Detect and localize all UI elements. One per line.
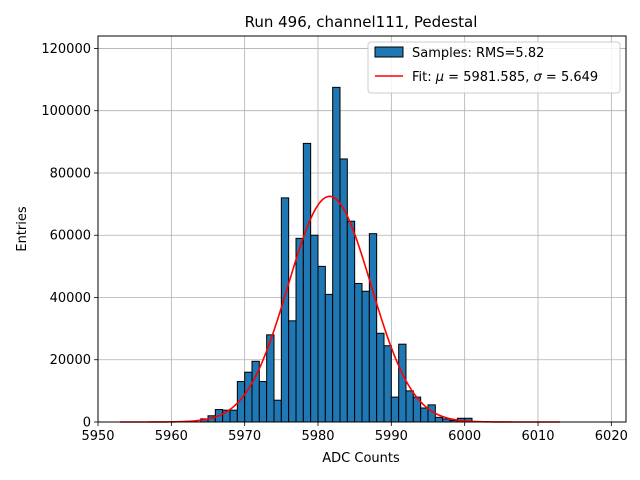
histogram-bar (317, 265, 326, 423)
legend-fit-label: Fit: μ = 5981.585, σ = 5.649 (412, 70, 598, 85)
x-tick-label: 5960 (155, 429, 188, 444)
y-tick-label: 100000 (41, 104, 91, 119)
y-tick-label: 40000 (50, 291, 91, 306)
histogram-bar (420, 407, 429, 423)
x-tick-label: 6020 (595, 429, 628, 444)
y-axis-ticks: 0 20000 40000 60000 80000 100000 120000 (41, 42, 98, 431)
histogram-bar (324, 293, 334, 423)
plot-frame (97, 35, 627, 423)
x-axis-ticks: 5950 5960 5970 5980 5990 6000 6010 6020 (81, 422, 628, 444)
x-tick-label: 5990 (375, 429, 408, 444)
histogram-bar (361, 290, 370, 423)
x-tick-label: 5980 (301, 429, 334, 444)
histogram-bar (383, 345, 392, 423)
legend-fit-mu-value: 5981.585 (463, 70, 525, 85)
legend-fit-eq2: = (542, 70, 561, 85)
legend-histogram-swatch (374, 46, 404, 58)
legend-fit-sep: , (525, 70, 533, 85)
histogram-bar (302, 142, 312, 423)
histogram-bar (405, 390, 414, 423)
y-tick-label: 20000 (50, 353, 91, 368)
x-tick-label: 6010 (521, 429, 554, 444)
x-tick-label: 5970 (228, 429, 261, 444)
grid (97, 36, 626, 423)
histogram-bar (280, 197, 290, 423)
histogram-bar (390, 396, 400, 423)
histogram-bar (310, 234, 319, 423)
legend-fit-sigma-symbol: σ (534, 70, 543, 85)
histogram-bar (339, 158, 348, 423)
legend-box (367, 41, 621, 94)
histogram-bar (354, 282, 363, 423)
legend-fit-prefix: Fit: (412, 70, 436, 85)
y-tick-label: 0 (83, 416, 91, 431)
histogram-bar (295, 237, 304, 423)
histogram-bar (244, 371, 253, 423)
histogram-bar (273, 399, 282, 423)
legend-fit-eq1: = (444, 70, 463, 85)
chart-title: Run 496, channel111, Pedestal (245, 13, 478, 31)
legend-histogram-label: Samples: RMS=5.82 (412, 46, 544, 61)
y-tick-label: 60000 (50, 229, 91, 244)
histogram-bar (332, 86, 341, 423)
histogram-bar (398, 343, 407, 423)
legend-fit-sigma-value: 5.649 (561, 70, 598, 85)
histogram-bar (258, 381, 268, 423)
histogram-bar (368, 233, 378, 423)
histogram-bar (376, 332, 385, 423)
x-axis-label: ADC Counts (322, 451, 400, 466)
x-tick-label: 6000 (448, 429, 481, 444)
y-axis-label: Entries (15, 206, 30, 252)
histogram-bars (200, 86, 473, 423)
histogram-bar (229, 409, 238, 423)
histogram-bar (288, 320, 297, 423)
histogram-bar (346, 220, 356, 423)
y-tick-label: 80000 (50, 166, 91, 181)
y-tick-label: 120000 (41, 42, 91, 57)
histogram-bar (434, 416, 444, 423)
x-tick-label: 5950 (81, 429, 114, 444)
legend-fit-mu-symbol: μ (435, 70, 444, 85)
legend: Samples: RMS=5.82 Fit: μ = 5981.585, σ =… (367, 41, 621, 94)
